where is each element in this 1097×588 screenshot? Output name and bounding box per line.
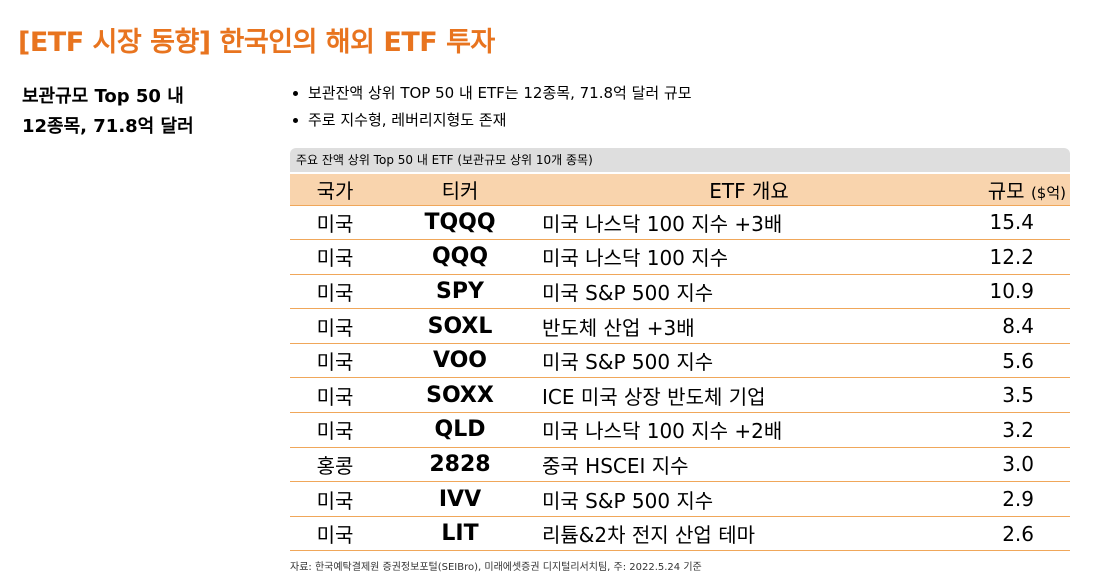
cell-overview: 미국 나스닥 100 지수 +3배 xyxy=(542,211,783,236)
table-row: 미국 SOXL 반도체 산업 +3배 8.4 xyxy=(290,308,1070,344)
cell-size: 8.4 xyxy=(1002,314,1034,339)
cell-overview: 반도체 산업 +3배 xyxy=(542,315,695,340)
summary-heading: 보관규모 Top 50 내 12종목, 71.8억 달러 xyxy=(22,82,194,142)
cell-size: 3.0 xyxy=(1002,452,1034,477)
cell-ticker: SOXL xyxy=(427,313,493,339)
cell-size: 12.2 xyxy=(989,244,1034,269)
summary-line-1: 보관규모 Top 50 내 xyxy=(22,86,184,107)
header-size-unit: ($억) xyxy=(1030,183,1066,202)
table-row: 미국 QLD 미국 나스닥 100 지수 +2배 3.2 xyxy=(290,412,1070,448)
cell-overview: ICE 미국 상장 반도체 기업 xyxy=(542,384,766,409)
table-row: 미국 SOXX ICE 미국 상장 반도체 기업 3.5 xyxy=(290,377,1070,413)
header-size: 규모 ($억) xyxy=(956,174,1070,205)
cell-country: 미국 xyxy=(316,488,354,513)
cell-country: 홍콩 xyxy=(316,453,354,478)
cell-country: 미국 xyxy=(316,350,354,375)
cell-country: 미국 xyxy=(316,419,354,444)
table-row: 미국 QQQ 미국 나스닥 100 지수 12.2 xyxy=(290,239,1070,275)
header-overview: ETF 개요 xyxy=(709,178,789,203)
header-ticker: 티커 xyxy=(441,178,479,203)
cell-ticker: SPY xyxy=(436,278,484,304)
cell-ticker: TQQQ xyxy=(424,209,496,235)
cell-overview: 리튬&2차 전지 산업 테마 xyxy=(542,523,755,548)
cell-overview: 미국 S&P 500 지수 xyxy=(542,488,714,513)
cell-ticker: SOXX xyxy=(426,382,494,408)
cell-overview: 미국 S&P 500 지수 xyxy=(542,280,714,305)
cell-ticker: VOO xyxy=(432,348,488,374)
cell-country: 미국 xyxy=(316,315,354,340)
cell-size: 3.2 xyxy=(1002,417,1034,442)
table-row: 미국 SPY 미국 S&P 500 지수 10.9 xyxy=(290,274,1070,309)
summary-line-2: 12종목, 71.8억 달러 xyxy=(22,116,194,137)
cell-overview: 미국 나스닥 100 지수 +2배 xyxy=(542,419,783,444)
table-row: 미국 LIT 리튬&2차 전지 산업 테마 2.6 xyxy=(290,516,1070,551)
cell-size: 2.9 xyxy=(1002,487,1034,512)
header-country: 국가 xyxy=(316,178,354,203)
cell-country: 미국 xyxy=(316,523,354,548)
cell-country: 미국 xyxy=(316,280,354,305)
cell-country: 미국 xyxy=(316,246,354,271)
table-caption: 주요 잔액 상위 Top 50 내 ETF (보관규모 상위 10개 종목) xyxy=(290,148,1070,172)
cell-ticker: 2828 xyxy=(429,451,491,477)
cell-country: 미국 xyxy=(316,384,354,409)
bullet-item: 주로 지수형, 레버리지형도 존재 xyxy=(290,107,692,134)
table-row: 미국 IVV 미국 S&P 500 지수 2.9 xyxy=(290,481,1070,517)
etf-table: 국가 티커 ETF 개요 규모 ($억) 미국 TQQQ 미국 나스닥 100 … xyxy=(290,174,1070,552)
cell-overview: 중국 HSCEI 지수 xyxy=(542,453,689,478)
cell-ticker: LIT xyxy=(441,521,479,547)
cell-ticker: QQQ xyxy=(431,244,489,270)
page-title: [ETF 시장 동향] 한국인의 해외 ETF 투자 xyxy=(18,27,495,58)
table-header-row: 국가 티커 ETF 개요 규모 ($억) xyxy=(290,174,1070,205)
cell-size: 15.4 xyxy=(989,210,1034,235)
cell-size: 10.9 xyxy=(989,279,1034,304)
header-size-label: 규모 xyxy=(987,178,1025,203)
bullet-item: 보관잔액 상위 TOP 50 내 ETF는 12종목, 71.8억 달러 규모 xyxy=(290,80,692,107)
cell-ticker: IVV xyxy=(438,486,482,512)
cell-overview: 미국 나스닥 100 지수 xyxy=(542,246,729,271)
table-row: 홍콩 2828 중국 HSCEI 지수 3.0 xyxy=(290,447,1070,482)
cell-size: 3.5 xyxy=(1002,383,1034,408)
cell-country: 미국 xyxy=(316,211,354,236)
cell-overview: 미국 S&P 500 지수 xyxy=(542,350,714,375)
table-row: 미국 TQQQ 미국 나스닥 100 지수 +3배 15.4 xyxy=(290,205,1070,240)
source-note: 자료: 한국예탁결제원 증권정보포털(SEIBro), 미래에셋증권 디지털리서… xyxy=(290,562,702,573)
cell-ticker: QLD xyxy=(434,417,486,443)
table-row: 미국 VOO 미국 S&P 500 지수 5.6 xyxy=(290,343,1070,378)
cell-size: 5.6 xyxy=(1002,348,1034,373)
bullet-list: 보관잔액 상위 TOP 50 내 ETF는 12종목, 71.8억 달러 규모 … xyxy=(290,80,692,134)
cell-size: 2.6 xyxy=(1002,521,1034,546)
